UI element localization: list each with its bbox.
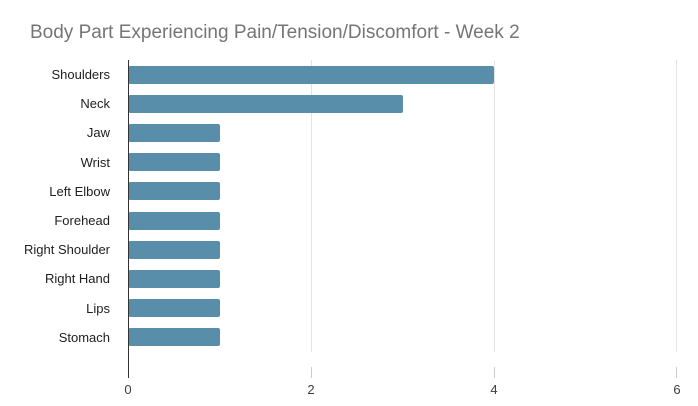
category-label: Stomach [58, 329, 110, 345]
bar-shoulders [129, 65, 495, 84]
category-label: Wrist [80, 154, 110, 170]
bar-stomach [129, 328, 221, 347]
bar-row [129, 177, 677, 206]
bar-row [129, 60, 677, 89]
x-tick-label: 6 [673, 382, 681, 397]
plot-area [128, 60, 677, 352]
category-label: Lips [86, 300, 110, 316]
bar-row [129, 294, 677, 323]
category-label: Neck [80, 96, 110, 112]
bar-jaw [129, 123, 221, 142]
bar-row [129, 118, 677, 147]
x-axis-tick-labels: 0 2 4 6 [124, 382, 681, 398]
bar-right-hand [129, 269, 221, 288]
category-label: Forehead [54, 213, 110, 229]
chart-title: Body Part Experiencing Pain/Tension/Disc… [30, 22, 520, 43]
gridline [494, 60, 495, 352]
tick-mark [676, 367, 677, 378]
bar-neck [129, 94, 403, 113]
bars-container [129, 60, 677, 352]
tick-mark [494, 367, 495, 378]
bar-forehead [129, 211, 221, 230]
bar-row [129, 89, 677, 118]
bar-row [129, 206, 677, 235]
gridline [311, 60, 312, 352]
y-axis-category-labels: Shoulders Neck Jaw Wrist Left Elbow Forehead R… [0, 60, 119, 352]
bar-row [129, 148, 677, 177]
x-tick-label: 2 [307, 382, 315, 397]
bar-lips [129, 299, 221, 318]
category-label: Shoulders [51, 67, 110, 83]
y-axis-baseline [128, 60, 129, 378]
category-label: Left Elbow [49, 183, 110, 199]
category-label: Right Shoulder [24, 242, 110, 258]
category-label: Jaw [86, 125, 110, 141]
bar-row [129, 323, 677, 352]
bar-right-shoulder [129, 240, 221, 259]
x-tick-label: 4 [490, 382, 498, 397]
tick-mark [311, 367, 312, 378]
x-axis-tick-marks [128, 367, 677, 378]
x-tick-label: 0 [124, 382, 132, 397]
bar-wrist [129, 153, 221, 172]
bar-row [129, 264, 677, 293]
category-label: Right Hand [44, 271, 110, 287]
bar-row [129, 235, 677, 264]
bar-left-elbow [129, 182, 221, 201]
gridline [676, 60, 677, 352]
